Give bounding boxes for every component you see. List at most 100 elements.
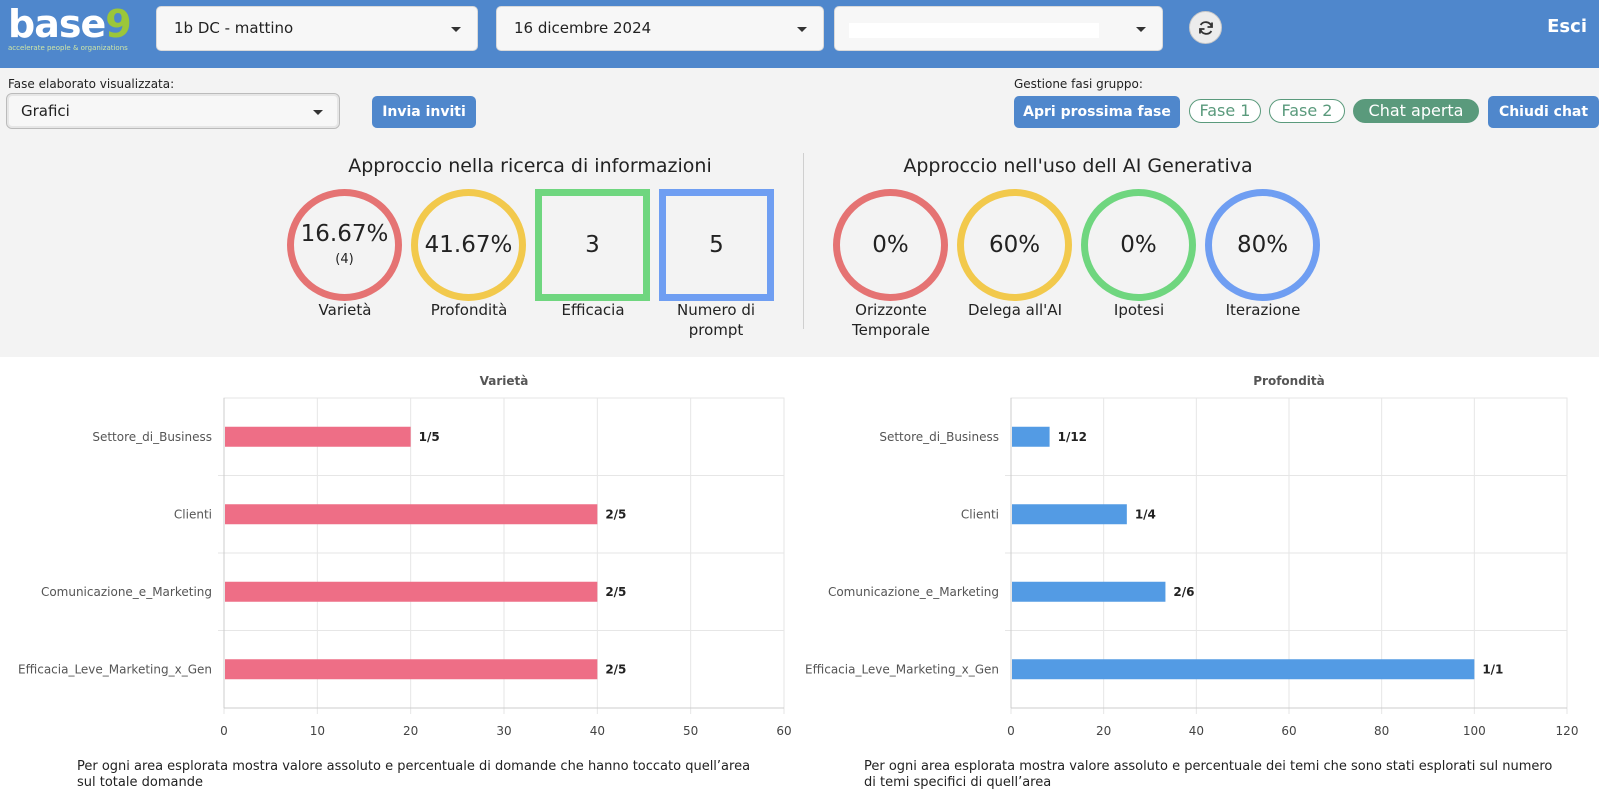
phase-select[interactable]: Grafici [6,93,340,129]
prompt-count-value: 5 [709,232,724,258]
logo-nine: 9 [105,2,131,46]
depth-category-label: Settore_di_Business [879,430,999,444]
variety-tick-label: 0 [220,724,228,735]
chevron-down-icon [797,27,807,32]
depth-category-label: Efficacia_Leve_Marketing_x_Gen [805,662,999,676]
phase-select-value: Grafici [21,102,70,120]
logo-wordmark: base9 [8,2,132,46]
variety-data-label: 2/5 [605,662,626,676]
variety-bar [225,426,411,447]
variety-tick-label: 60 [776,724,791,735]
depth-tick-label: 80 [1374,724,1389,735]
refresh-button[interactable] [1189,11,1222,44]
prompt-count-label: Numero di prompt [676,301,756,339]
iteration-label: Iterazione [1225,301,1301,319]
depth-data-label: 2/6 [1173,585,1194,599]
depth-chart: 0 20 40 60 80 100 120 Settore_di_Business 1/12 Cl… [805,397,1578,735]
depth-value: 41.67% [424,232,513,258]
logo-text: base [8,2,106,46]
variety-label: Varietà [318,301,372,319]
variety-data-label: 2/5 [605,507,626,521]
metrics-band [0,138,1599,357]
chevron-down-icon [451,27,461,32]
efficacy-value: 3 [585,232,600,258]
depth-bar [1012,581,1166,602]
depth-bar [1012,504,1127,525]
date-select[interactable]: 16 dicembre 2024 [496,6,824,51]
chat-open-pill[interactable]: Chat aperta [1353,99,1479,123]
student-select[interactable] [834,6,1163,51]
depth-category-label: Comunicazione_e_Marketing [828,585,999,599]
variety-category-label: Clienti [174,507,212,521]
student-select-value [849,23,1099,38]
depth-ring: 41.67% [411,189,526,301]
depth-caption-line2: di temi specifici di quell’area [864,775,1052,790]
depth-data-label: 1/12 [1058,430,1087,444]
variety-category-label: Comunicazione_e_Marketing [41,585,212,599]
group-phase-label: Gestione fasi gruppo: [1014,77,1143,91]
variety-count: (4) [335,252,354,267]
class-select[interactable]: 1b DC - mattino [156,6,478,51]
depth-tick-label: 60 [1281,724,1296,735]
next-phase-button[interactable]: Apri prossima fase [1014,96,1180,128]
variety-caption-line2: sul totale domande [77,775,203,790]
variety-category-label: Settore_di_Business [92,430,212,444]
ai-delegation-label: Delega all'AI [968,301,1062,319]
variety-chart: 0 10 20 30 40 50 60 Settore_di_Business 1/5 Clien… [18,397,792,735]
phase1-pill[interactable]: Fase 1 [1189,99,1261,123]
variety-ring: 16.67% (4) [287,189,402,301]
close-chat-button[interactable]: Chiudi chat [1488,96,1599,128]
phase-label: Fase elaborato visualizzata: [8,77,175,91]
info-section-title: Approccio nella ricerca di informazioni [348,155,712,177]
time-horizon-label: Orizzonte Temporale [852,301,930,339]
efficacy-label: Efficacia [561,301,625,319]
time-horizon-ring: 0% [833,189,948,301]
logout-button[interactable]: Esci [1547,16,1587,37]
depth-data-label: 1/1 [1482,662,1503,676]
variety-tick-label: 50 [683,724,698,735]
chevron-down-icon [313,110,323,115]
variety-bar [225,659,598,680]
hypothesis-value: 0% [1120,232,1157,258]
section-divider [803,153,804,329]
variety-caption: Per ogni area esplorata mostra valore as… [77,759,757,791]
hypothesis-label: Ipotesi [1113,301,1165,319]
iteration-ring: 80% [1205,189,1320,301]
phase2-pill[interactable]: Fase 2 [1269,99,1345,123]
variety-bar [225,504,598,525]
logo-tagline: accelerate people & organizations [8,44,128,52]
time-horizon-value: 0% [872,232,909,258]
depth-tick-label: 0 [1007,724,1015,735]
variety-tick-label: 10 [310,724,325,735]
variety-data-label: 1/5 [419,430,440,444]
logo: base9 accelerate people & organizations [8,2,143,52]
depth-tick-label: 20 [1096,724,1111,735]
variety-chart-title: Varietà [479,374,529,388]
ai-delegation-value: 60% [988,232,1041,258]
depth-label: Profondità [430,301,508,319]
date-select-value: 16 dicembre 2024 [514,19,652,37]
depth-caption-line1: Per ogni area esplorata mostra valore as… [864,759,1553,774]
variety-bar [225,581,598,602]
depth-tick-label: 100 [1463,724,1486,735]
depth-chart-title: Profondità [1253,374,1325,388]
hypothesis-ring: 0% [1081,189,1196,301]
variety-category-label: Efficacia_Leve_Marketing_x_Gen [18,662,212,676]
variety-tick-label: 30 [496,724,511,735]
variety-tick-label: 20 [403,724,418,735]
invite-button[interactable]: Invia inviti [372,96,476,128]
ai-section-title: Approccio nell'uso dell AI Generativa [903,155,1253,177]
class-select-value: 1b DC - mattino [174,19,294,37]
variety-caption-line1: Per ogni area esplorata mostra valore as… [77,759,751,774]
depth-caption: Per ogni area esplorata mostra valore as… [864,759,1564,791]
variety-value: 16.67% [300,221,389,247]
iteration-value: 80% [1236,232,1289,258]
prompt-count-square: 5 [659,189,774,301]
top-bar: base9 accelerate people & organizations … [0,0,1599,68]
chevron-down-icon [1136,27,1146,32]
variety-data-label: 2/5 [605,585,626,599]
depth-bar [1012,659,1475,680]
efficacy-square: 3 [535,189,650,301]
refresh-icon [1199,21,1213,35]
